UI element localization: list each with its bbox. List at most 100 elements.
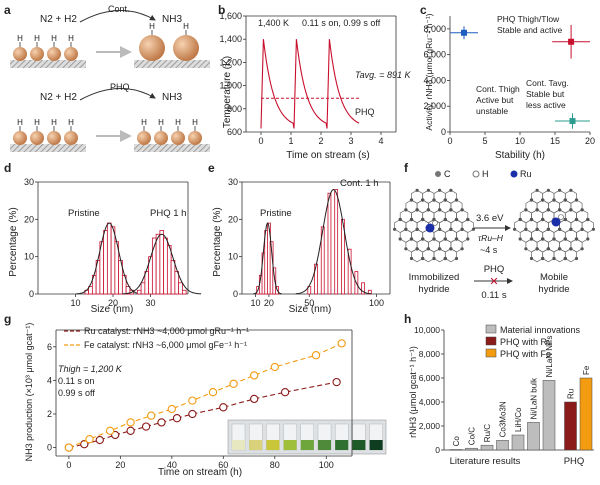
g-point-s0-12	[332, 377, 341, 387]
x-tick-label: 60	[218, 460, 228, 470]
y-tick-label: 1,600	[219, 11, 242, 21]
h-atom-label: H	[51, 34, 57, 43]
panel-d-size-histogram: Percentage (%) Size (nm) Pristine PHQ 1 …	[8, 177, 202, 315]
f-phq: PHQ	[484, 264, 505, 275]
carbon-atom	[574, 237, 579, 241]
panel-f-hydride-schematic: C H Ru 3.6 eV τRu–H ~4 s Immobilized hyd…	[393, 169, 596, 301]
vial-liquid	[283, 440, 297, 450]
h-bar-6	[542, 380, 556, 451]
carbon-atom	[586, 217, 590, 222]
carbon-atom	[409, 237, 414, 241]
b-ylabel: Temperature (K)	[222, 56, 233, 128]
carbon-atom	[393, 227, 397, 231]
x-tick-label: 20	[115, 460, 125, 470]
h-legend-swatch-2	[485, 348, 497, 358]
h-legend-1: PHQ with Ru	[500, 337, 552, 347]
panel-d-bar-s1-8	[166, 245, 172, 295]
h-atom-label: H	[183, 22, 189, 31]
c-label-blue-1: Cont. Thigh	[476, 84, 520, 94]
carbon-atom	[563, 237, 567, 241]
h-bar-label-8: Fe	[582, 365, 591, 375]
h-ylabel: rNH3 (μmol gcat⁻¹ h⁻¹)	[408, 346, 418, 438]
carbon-atom	[449, 208, 453, 212]
h-atom	[432, 220, 438, 226]
carbon-atom	[524, 227, 528, 231]
h-y-tick-label: 4,000	[419, 397, 441, 407]
carbon-atom	[415, 188, 419, 192]
c-label-red-2: Stable and active	[497, 25, 562, 35]
y-tick-label: 8,000	[423, 24, 446, 34]
carbon-atom	[460, 227, 464, 231]
x-tick-label: 80	[270, 460, 280, 470]
h-atom-label: H	[34, 118, 40, 127]
carbon-atom	[563, 217, 567, 222]
panel-e-bar-s1-4	[334, 189, 339, 295]
carbon-atom	[409, 198, 414, 202]
carbon-atom	[580, 227, 584, 231]
carbon-atom	[535, 227, 539, 231]
x-tick-label: 100	[369, 298, 384, 308]
carbon-atom	[541, 198, 545, 202]
panel-label-a: a	[4, 3, 11, 17]
support-surface	[10, 60, 86, 68]
carbon-atom	[460, 247, 464, 251]
carbon-atom	[524, 208, 528, 212]
vial-liquid	[369, 440, 383, 450]
f-legend: C H Ru	[435, 169, 532, 179]
carbon-atom	[574, 217, 579, 222]
c-label-teal-1: Cont. Tavg.	[526, 78, 569, 88]
vial-liquid	[300, 440, 314, 450]
y-tick-label: 6,000	[423, 50, 446, 60]
metal-particle	[30, 47, 44, 61]
carbon-atom	[580, 247, 584, 251]
metal-particle	[47, 131, 61, 145]
carbon-atom	[529, 217, 534, 222]
y-tick-label: 10	[228, 252, 238, 262]
vial-liquid	[249, 440, 263, 450]
g-point-s0-6	[157, 418, 166, 427]
g-point-s1-4	[147, 411, 156, 420]
h-bar-8	[579, 377, 593, 451]
metal-particle	[173, 35, 199, 61]
carbon-atom	[524, 247, 528, 251]
carbon-atom	[574, 198, 579, 202]
g-point-s1-3	[126, 418, 135, 427]
carbon-atom	[541, 256, 545, 261]
carbon-atom	[518, 217, 522, 222]
carbon-atom	[466, 217, 470, 222]
carbon-atom	[404, 227, 408, 231]
panel-d-bar-s0-5	[103, 230, 108, 295]
metal-particle	[13, 47, 27, 61]
y-tick-label: 20	[228, 214, 238, 224]
g-point-s0-2	[95, 435, 104, 445]
carbon-atom	[443, 198, 447, 202]
carbon-atom	[569, 247, 573, 251]
x-tick-label: 0	[258, 136, 263, 146]
panel-d-bar-s1-2	[144, 271, 150, 295]
carbon-atom	[541, 237, 545, 241]
carbon-atom	[438, 227, 442, 231]
carbon-atom	[558, 247, 562, 251]
h-legend: Material innovations PHQ with Ru PHQ wit…	[485, 324, 581, 359]
carbon-atom	[552, 256, 556, 261]
carbon-atom	[569, 188, 573, 192]
carbon-atom	[454, 217, 459, 222]
panel-d-bar-s1-12	[181, 289, 187, 295]
x-tick-label: 20	[264, 298, 274, 308]
g-point-s1-6	[188, 396, 197, 405]
x-tick-label: 100	[319, 460, 334, 470]
support-surface	[134, 60, 210, 68]
carbon-atom	[454, 256, 459, 261]
x-tick-label: 5	[482, 136, 487, 146]
carbon-atom	[558, 208, 562, 212]
g-point-s0-1	[80, 440, 89, 449]
g-point-s1-11	[311, 351, 321, 360]
carbon-atom	[466, 237, 470, 241]
carbon-atom	[546, 227, 551, 231]
x-tick-label: 10	[70, 298, 80, 308]
h-bar-label-0: Co	[452, 436, 461, 447]
x-tick-label: 30	[145, 298, 155, 308]
carbon-atom	[586, 237, 590, 241]
d-ylabel: Percentage (%)	[8, 207, 19, 276]
b-xlabel: Time on stream (s)	[286, 150, 370, 161]
